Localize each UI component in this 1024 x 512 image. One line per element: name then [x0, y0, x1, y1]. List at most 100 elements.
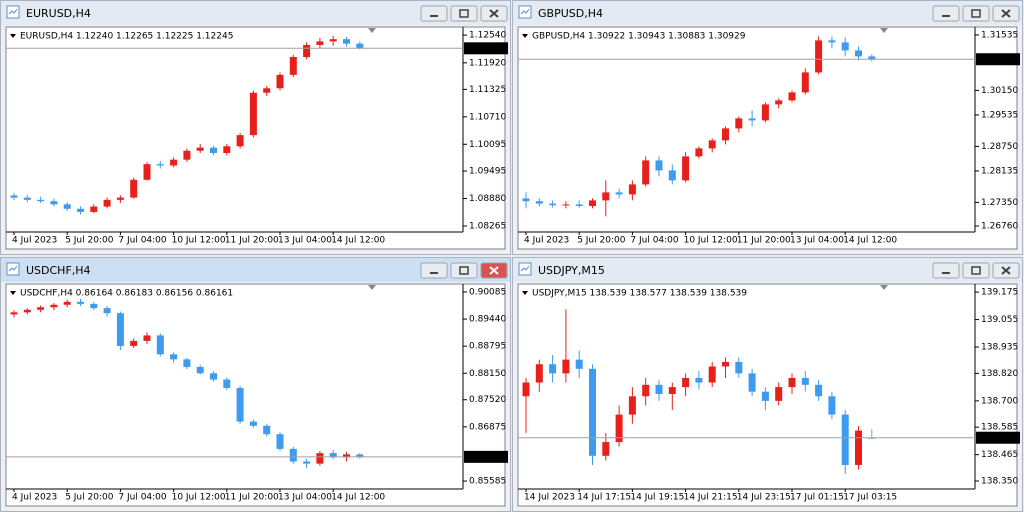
y-tick-label: 0.86875	[469, 422, 506, 432]
candle-body	[236, 387, 244, 422]
x-tick-label: 17 Jul 03:15	[843, 493, 897, 503]
x-tick-label: 13 Jul 04:00	[278, 236, 332, 246]
candle-body	[156, 164, 164, 166]
x-tick-label: 14 Jul 2023	[524, 493, 575, 503]
candle-body	[183, 359, 191, 367]
candle-body	[522, 382, 530, 397]
candle-body	[210, 373, 217, 380]
candle-body	[223, 146, 231, 153]
header-dropdown[interactable]	[522, 34, 528, 38]
candle-body	[828, 396, 836, 415]
current-price-box	[976, 431, 1020, 444]
candle-body	[628, 396, 636, 415]
restore-button[interactable]	[450, 5, 478, 22]
minimize-button[interactable]	[932, 5, 960, 22]
window-icon-line	[8, 265, 18, 272]
chart-header: USDCHF,H4 0.86164 0.86183 0.86156 0.8616…	[20, 289, 233, 299]
candle-body	[642, 160, 650, 185]
candle-body	[589, 200, 596, 206]
restore-button[interactable]	[450, 262, 478, 279]
chart-window: GBPUSD,H4 GBPUSD,H4 1.30922 1.30943 1.308…	[512, 0, 1023, 255]
minimize-button[interactable]	[932, 262, 960, 279]
minimize-button[interactable]	[420, 5, 448, 22]
y-tick-label: 138.350	[981, 476, 1018, 486]
header-dropdown[interactable]	[10, 34, 16, 38]
candle-body	[602, 192, 610, 201]
candle-body	[722, 361, 729, 367]
y-tick-label: 0.89440	[469, 315, 506, 325]
shift-marker	[880, 285, 888, 290]
candle-body	[668, 170, 676, 181]
candle-body	[37, 199, 45, 202]
candle-body	[223, 379, 231, 388]
candle-body	[549, 203, 557, 206]
y-tick-label: 0.85585	[469, 477, 506, 487]
y-tick-label: 1.29535	[981, 111, 1018, 121]
header-dropdown[interactable]	[522, 291, 528, 295]
x-tick-label: 14 Jul 19:15	[630, 493, 684, 503]
candle-body	[196, 147, 204, 151]
candle-body	[356, 454, 364, 457]
candle-body	[522, 198, 530, 202]
y-tick-label: 1.11325	[469, 85, 506, 95]
candle-body	[289, 448, 297, 462]
candle-body	[575, 204, 583, 206]
candle-body	[170, 354, 178, 360]
x-tick-label: 14 Jul 12:00	[331, 493, 385, 503]
candle-body	[562, 359, 570, 374]
candle-body	[50, 304, 58, 308]
candle-body	[103, 308, 111, 314]
x-tick-label: 5 Jul 20:00	[65, 236, 114, 246]
header-dropdown[interactable]	[10, 291, 16, 295]
candle-body	[655, 384, 663, 394]
candle-body	[801, 72, 809, 93]
y-tick-label: 1.10710	[469, 112, 506, 122]
candle-body	[615, 414, 623, 443]
candle-body	[77, 208, 84, 212]
candle-body	[63, 301, 71, 305]
y-tick-label: 139.175	[981, 288, 1018, 298]
candle-body	[868, 56, 876, 60]
candle-body	[735, 118, 743, 129]
y-tick-label: 0.88150	[469, 369, 506, 379]
candle-body	[329, 453, 337, 458]
x-tick-label: 5 Jul 20:00	[577, 236, 626, 246]
x-tick-label: 11 Jul 20:00	[737, 236, 791, 246]
candle-body	[130, 340, 138, 346]
y-tick-label: 1.11920	[469, 58, 506, 68]
candle-body	[329, 39, 337, 42]
y-tick-label: 1.27350	[981, 198, 1018, 208]
candle-body	[682, 377, 690, 388]
restore-button[interactable]	[962, 5, 990, 22]
x-tick-label: 10 Jul 12:00	[172, 493, 226, 503]
candle-body	[589, 368, 596, 456]
window-icon-line	[520, 8, 530, 15]
candle-body	[775, 100, 783, 105]
candle-body	[575, 359, 583, 369]
candle-body	[815, 384, 823, 397]
x-tick-label: 17 Jul 01:15	[790, 493, 844, 503]
candle-body	[695, 148, 703, 157]
chart-area	[5, 26, 506, 250]
current-price-label: 0.86161	[469, 452, 506, 462]
candle-body	[90, 206, 98, 212]
candle-body	[722, 128, 729, 141]
candle-body	[130, 179, 138, 198]
candle-body	[535, 201, 543, 204]
candle-body	[276, 74, 284, 89]
candle-body	[761, 391, 769, 401]
x-tick-label: 11 Jul 20:00	[225, 493, 279, 503]
window-icon-line	[8, 8, 18, 15]
candle-body	[761, 104, 769, 121]
candle-body	[276, 434, 284, 449]
minimize-button[interactable]	[420, 262, 448, 279]
candle-body	[562, 204, 570, 206]
x-tick-label: 14 Jul 21:15	[684, 493, 738, 503]
x-tick-label: 13 Jul 04:00	[790, 236, 844, 246]
candle-body	[90, 303, 98, 309]
restore-glyph	[459, 266, 469, 275]
y-tick-label: 138.820	[981, 369, 1018, 379]
restore-button[interactable]	[962, 262, 990, 279]
candle-body	[748, 373, 756, 392]
candle-body	[263, 88, 271, 93]
